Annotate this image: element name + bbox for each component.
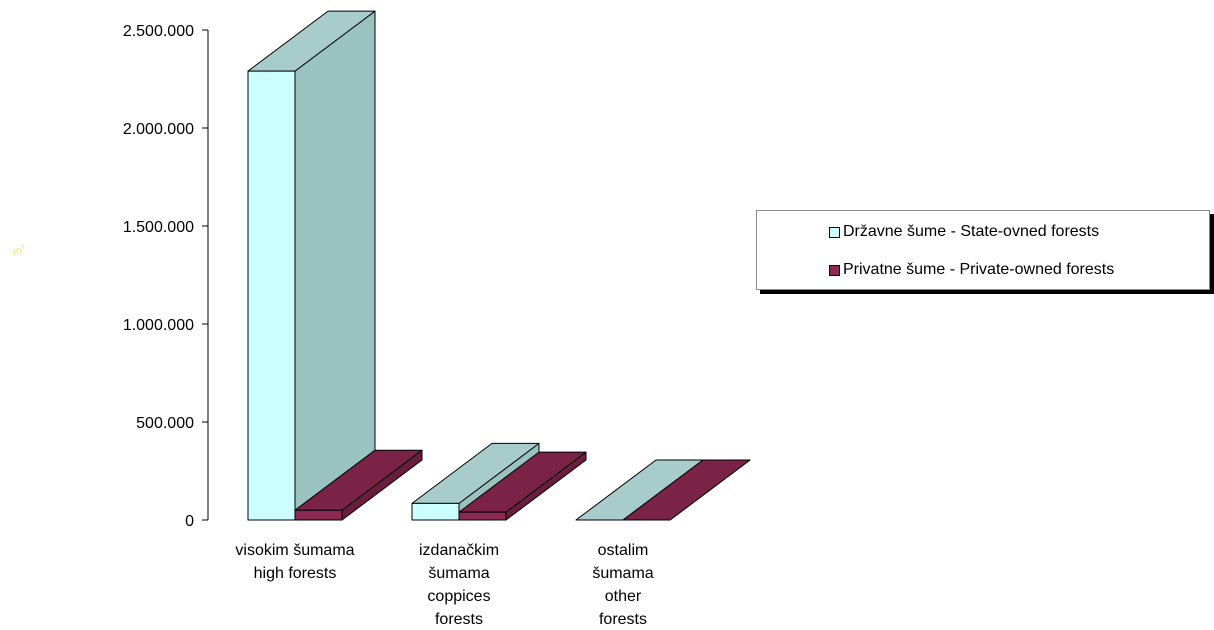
legend-label-state: Državne šume - State-ovned forests	[843, 223, 1100, 240]
y-tick-label: 2.000.000	[123, 121, 194, 138]
category-label: izdanačkim	[419, 542, 499, 559]
bar-front	[294, 509, 343, 521]
bar-front	[247, 70, 296, 521]
y-tick-label: 1.000.000	[123, 317, 194, 334]
bars	[247, 10, 751, 521]
bar-top	[622, 459, 751, 521]
legend-item-private: Privatne šume - Private-owned forests	[829, 261, 1114, 279]
category-labels: visokim šumama high forests izdanačkim šuma…	[235, 542, 653, 628]
category-label: šumama	[592, 565, 653, 582]
bar	[622, 459, 751, 521]
category-label: other	[605, 588, 642, 605]
legend: Državne šume - State-ovned forests Priva…	[756, 210, 1210, 290]
bar-front	[458, 511, 507, 521]
y-tick-label: 1.500.000	[123, 219, 194, 236]
y-tick-label: 0	[185, 513, 194, 530]
category-label: high forests	[254, 565, 337, 582]
legend-swatch-private	[829, 264, 840, 276]
category-label: coppices	[427, 588, 490, 605]
category-label: visokim šumama	[235, 542, 354, 559]
category-label: šumama	[428, 565, 489, 582]
y-tick-label: 500.000	[136, 415, 194, 432]
bar	[294, 449, 423, 521]
bar	[458, 451, 587, 521]
y-axis-label: m³	[11, 243, 27, 259]
y-axis: 0 500.000 1.000.000 1.500.000 2.000.000 2.500…	[123, 23, 209, 530]
legend-label-private: Privatne šume - Private-owned forests	[843, 261, 1115, 278]
y-tick-label: 2.500.000	[123, 23, 194, 40]
category-label: ostalim	[598, 542, 649, 559]
category-label: forests	[435, 611, 483, 628]
category-label: forests	[599, 611, 647, 628]
legend-swatch-state	[829, 226, 840, 238]
bar	[247, 10, 376, 521]
bar-side	[294, 10, 376, 521]
legend-item-state: Državne šume - State-ovned forests	[829, 223, 1099, 241]
bar-front	[411, 502, 460, 521]
